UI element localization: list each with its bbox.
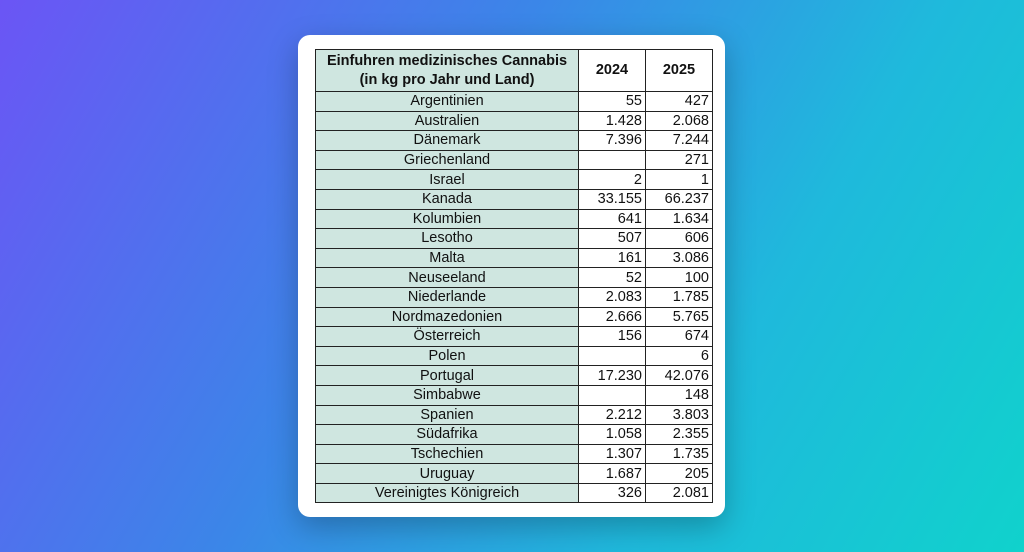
value-2024 — [578, 384, 646, 406]
table-row: Spanien 2.212 3.803 — [315, 404, 713, 426]
value-2025: 6 — [645, 345, 713, 367]
value-2024: 156 — [578, 326, 646, 347]
value-2024: 52 — [578, 267, 646, 288]
country-cell: Malta — [315, 247, 579, 269]
country-cell: Australien — [315, 110, 579, 132]
country-cell: Griechenland — [315, 149, 579, 171]
value-2025: 2.355 — [645, 424, 713, 445]
value-2024: 326 — [578, 482, 646, 504]
value-2025: 606 — [645, 228, 713, 249]
table-row: Polen 6 — [315, 345, 713, 367]
table-row: Niederlande 2.083 1.785 — [315, 286, 713, 308]
country-cell: Israel — [315, 169, 579, 190]
header-title: Einfuhren medizinisches Cannabis (in kg p… — [315, 49, 579, 92]
value-2024: 17.230 — [578, 365, 646, 386]
country-cell: Österreich — [315, 326, 579, 347]
value-2025: 100 — [645, 267, 713, 288]
value-2024 — [578, 345, 646, 367]
value-2025: 3.086 — [645, 247, 713, 269]
table-row: Südafrika 1.058 2.355 — [315, 424, 713, 445]
country-cell: Spanien — [315, 404, 579, 426]
value-2025: 66.237 — [645, 188, 713, 210]
country-cell: Simbabwe — [315, 384, 579, 406]
country-cell: Dänemark — [315, 130, 579, 151]
country-cell: Vereinigtes Königreich — [315, 482, 579, 504]
value-2024: 1.687 — [578, 463, 646, 484]
title-line-2: (in kg pro Jahr und Land) — [359, 71, 535, 88]
value-2024: 7.396 — [578, 130, 646, 151]
table-row: Israel 2 1 — [315, 169, 713, 190]
country-cell: Tschechien — [315, 443, 579, 465]
value-2024: 55 — [578, 91, 646, 112]
country-cell: Uruguay — [315, 463, 579, 484]
table-row: Argentinien 55 427 — [315, 91, 713, 112]
value-2025: 148 — [645, 384, 713, 406]
value-2024: 1.428 — [578, 110, 646, 132]
title-line-1: Einfuhren medizinisches Cannabis — [326, 52, 568, 69]
value-2025: 7.244 — [645, 130, 713, 151]
table-row: Uruguay 1.687 205 — [315, 463, 713, 484]
header-row: Einfuhren medizinisches Cannabis (in kg p… — [315, 49, 713, 92]
table-row: Vereinigtes Königreich 326 2.081 — [315, 482, 713, 504]
value-2025: 2.068 — [645, 110, 713, 132]
table-row: Simbabwe 148 — [315, 384, 713, 406]
value-2024: 2.083 — [578, 286, 646, 308]
table-row: Portugal 17.230 42.076 — [315, 365, 713, 386]
table-row: Kanada 33.155 66.237 — [315, 188, 713, 210]
value-2025: 271 — [645, 149, 713, 171]
header-2024: 2024 — [578, 49, 646, 92]
value-2025: 1.634 — [645, 208, 713, 230]
cannabis-imports-table: Einfuhren medizinisches Cannabis (in kg p… — [315, 49, 713, 504]
value-2025: 205 — [645, 463, 713, 484]
country-cell: Lesotho — [315, 228, 579, 249]
value-2024: 2 — [578, 169, 646, 190]
country-cell: Kolumbien — [315, 208, 579, 230]
country-cell: Niederlande — [315, 286, 579, 308]
value-2025: 42.076 — [645, 365, 713, 386]
value-2024 — [578, 149, 646, 171]
value-2024: 2.212 — [578, 404, 646, 426]
value-2025: 1.735 — [645, 443, 713, 465]
value-2025: 3.803 — [645, 404, 713, 426]
table-row: Kolumbien 641 1.634 — [315, 208, 713, 230]
value-2024: 1.307 — [578, 443, 646, 465]
table-row: Neuseeland 52 100 — [315, 267, 713, 288]
country-cell: Kanada — [315, 188, 579, 210]
value-2024: 507 — [578, 228, 646, 249]
table-card: Einfuhren medizinisches Cannabis (in kg p… — [298, 35, 725, 517]
table-row: Lesotho 507 606 — [315, 228, 713, 249]
value-2024: 33.155 — [578, 188, 646, 210]
country-cell: Portugal — [315, 365, 579, 386]
value-2025: 2.081 — [645, 482, 713, 504]
table-row: Malta 161 3.086 — [315, 247, 713, 269]
value-2024: 641 — [578, 208, 646, 230]
value-2025: 5.765 — [645, 306, 713, 328]
table-row: Nordmazedonien 2.666 5.765 — [315, 306, 713, 328]
table-row: Österreich 156 674 — [315, 326, 713, 347]
value-2025: 1 — [645, 169, 713, 190]
value-2024: 161 — [578, 247, 646, 269]
value-2025: 427 — [645, 91, 713, 112]
value-2024: 2.666 — [578, 306, 646, 328]
value-2025: 1.785 — [645, 286, 713, 308]
country-cell: Neuseeland — [315, 267, 579, 288]
value-2025: 674 — [645, 326, 713, 347]
country-cell: Polen — [315, 345, 579, 367]
value-2024: 1.058 — [578, 424, 646, 445]
table-row: Dänemark 7.396 7.244 — [315, 130, 713, 151]
table-row: Tschechien 1.307 1.735 — [315, 443, 713, 465]
country-cell: Südafrika — [315, 424, 579, 445]
table-row: Australien 1.428 2.068 — [315, 110, 713, 132]
country-cell: Nordmazedonien — [315, 306, 579, 328]
country-cell: Argentinien — [315, 91, 579, 112]
table-row: Griechenland 271 — [315, 149, 713, 171]
header-2025: 2025 — [645, 49, 713, 92]
